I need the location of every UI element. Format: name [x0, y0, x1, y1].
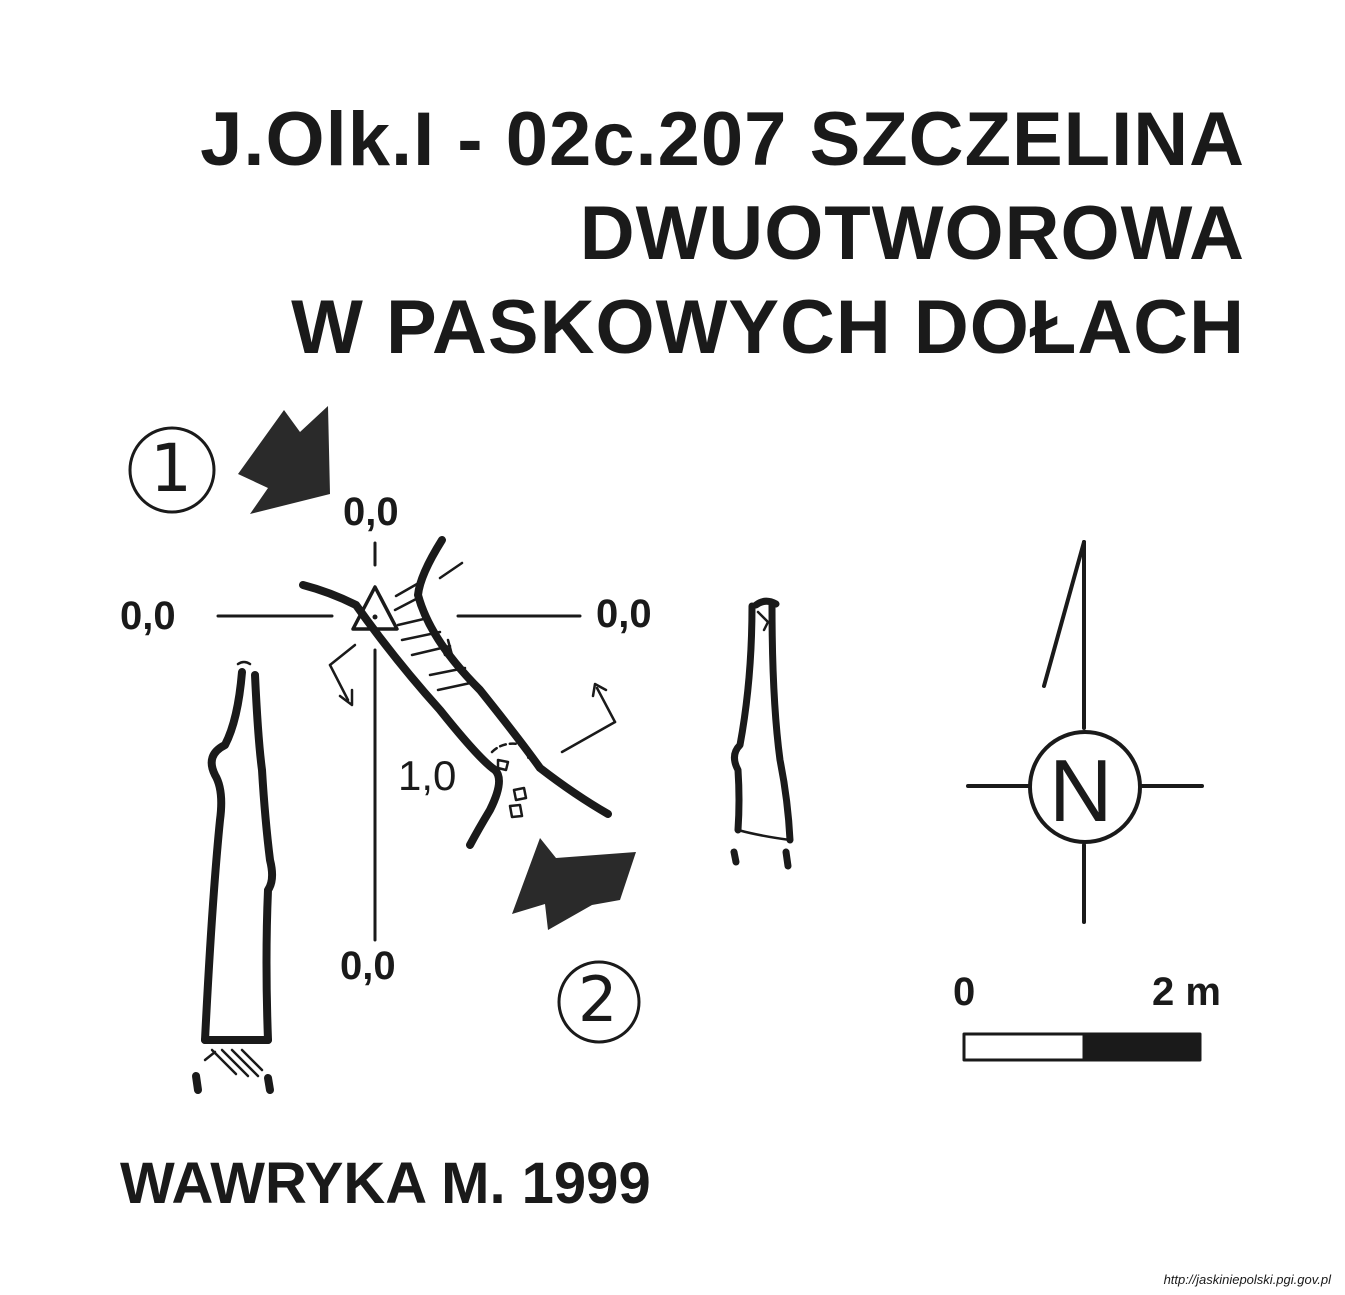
cross-section-right	[730, 597, 794, 870]
section-marker-a	[328, 643, 357, 707]
scale-bar	[962, 1032, 1202, 1062]
cross-section-left	[192, 668, 277, 1094]
title-line-2: DWUOTWOROWA	[579, 191, 1245, 276]
scale-start-label: 0	[953, 970, 976, 1014]
fissure-wall-right	[414, 536, 612, 818]
fissure-wall-left	[299, 581, 503, 849]
cross-section-right-floor	[736, 828, 792, 842]
source-url[interactable]: http://jaskiniepolski.pgi.gov.pl	[1163, 1272, 1331, 1287]
elevation-bottom-label: 0,0	[340, 944, 396, 988]
author-credit: WAWRYKA M. 1999	[120, 1151, 651, 1216]
scale-end-label: 2 m	[1152, 970, 1221, 1014]
entrance-1-arrow-icon	[238, 406, 330, 514]
entrance-1-number: 1	[150, 430, 192, 507]
entrance-1-circle-icon	[128, 426, 216, 514]
rubble-blocks	[490, 742, 530, 819]
cross-section-left-hatch	[203, 1048, 264, 1078]
sediment-hatching	[393, 561, 477, 692]
elevation-left-label: 0,0	[120, 594, 176, 638]
title-line-1: J.Olk.I - 02c.207 SZCZELINA	[200, 97, 1245, 182]
elevation-inner-label: 1,0	[398, 752, 457, 799]
elevation-top-label: 0,0	[343, 490, 399, 534]
entrance-2-number: 2	[578, 963, 618, 1036]
north-arrow-icon	[966, 540, 1204, 924]
entrance-2-circle-icon	[557, 960, 641, 1044]
north-label: N	[1049, 741, 1113, 840]
title-line-3: W PASKOWYCH DOŁACH	[291, 285, 1245, 370]
entrance-2-arrow-icon	[512, 838, 636, 930]
section-marker-b	[560, 682, 617, 754]
elevation-right-label: 0,0	[596, 592, 652, 636]
